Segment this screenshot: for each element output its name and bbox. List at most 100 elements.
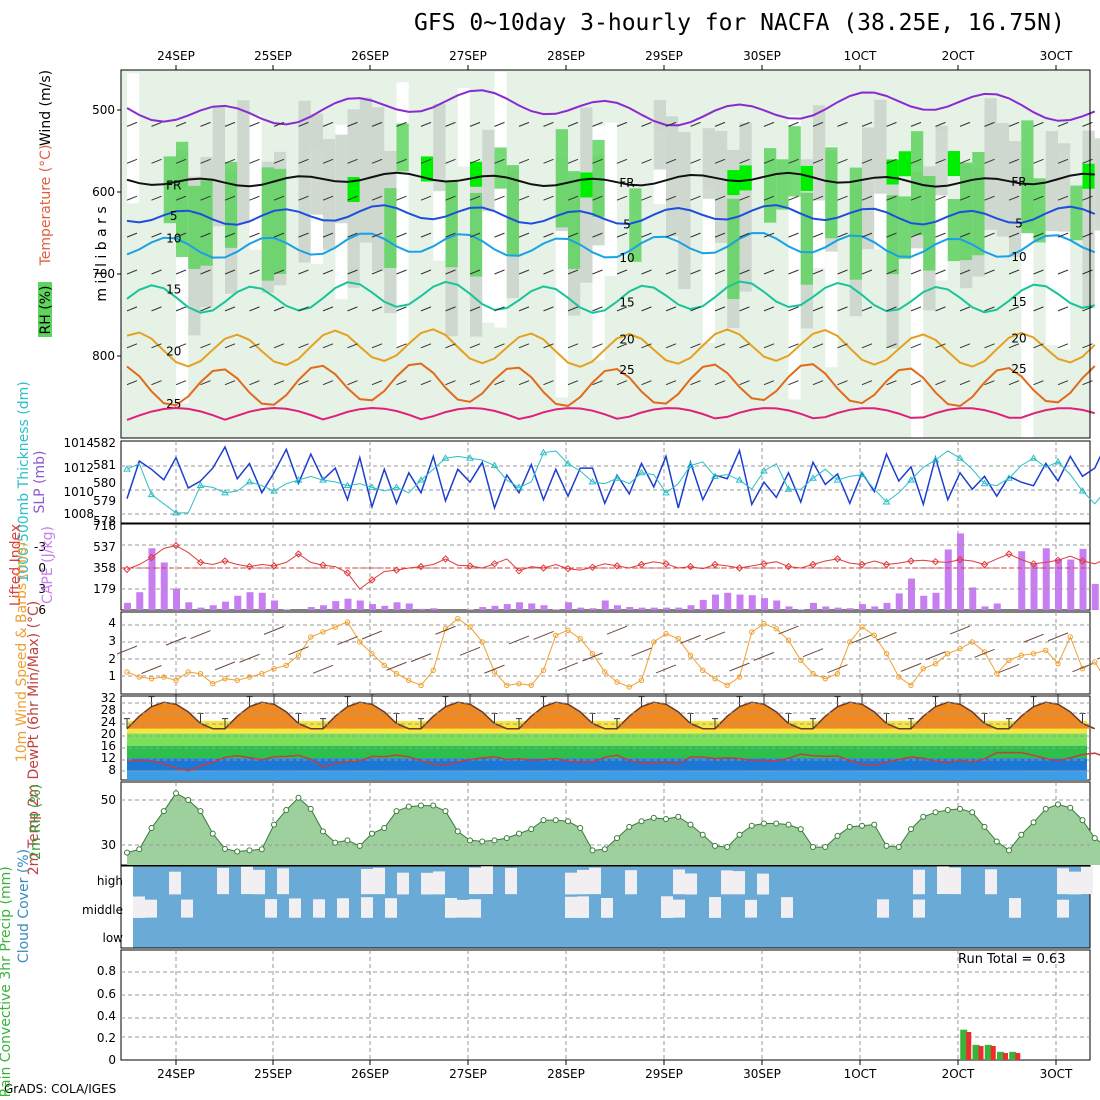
cape-bar (993, 603, 1001, 610)
rh-marker (797, 826, 804, 833)
wind-marker (663, 630, 669, 637)
rh-dry-area (457, 87, 470, 167)
wind-barb (175, 306, 187, 312)
cloud-gap-middle (913, 899, 925, 918)
wind-barb (665, 121, 677, 127)
wind-marker (651, 639, 657, 645)
wind-marker (749, 629, 755, 635)
wind-marker (810, 670, 816, 677)
cloud-gap-high (433, 871, 445, 895)
temp-minmax-bar (1006, 718, 1012, 729)
lifted-marker (490, 560, 499, 568)
wind-barb (347, 380, 358, 386)
wind-barb (763, 121, 775, 127)
wind-barb (616, 343, 628, 349)
rh-bright-area (886, 159, 899, 185)
rh-marker (344, 837, 351, 844)
rh-green-area (274, 168, 287, 274)
date-tick-label-top: 1OCT (844, 49, 877, 63)
cloud-gap-middle (1057, 899, 1069, 918)
cape-bar (124, 602, 131, 610)
wind-barb (420, 121, 432, 127)
rh-marker (528, 826, 535, 833)
temp-minmax-bar (565, 693, 571, 705)
temp-minmax-bar (638, 696, 645, 707)
wind-barb (396, 306, 407, 312)
cape-bar (479, 607, 487, 610)
rh-gray-area (335, 134, 348, 224)
wind-barb (910, 232, 922, 238)
wind-barb (543, 306, 554, 312)
thickness-marker (637, 468, 646, 476)
wind-barb (592, 121, 603, 127)
rh-green-area (776, 159, 789, 210)
wind-marker (675, 635, 681, 642)
wind-barb (763, 306, 775, 312)
wind-barb (518, 269, 530, 275)
cloud-gap-high (913, 869, 925, 895)
wind-barb (273, 380, 285, 386)
slp-frame (120, 440, 1091, 524)
wind-barb (665, 158, 677, 164)
cape-bar (344, 598, 352, 610)
lifted-marker (1078, 557, 1087, 565)
temp-band (127, 758, 1087, 771)
thickness-marker (858, 470, 866, 478)
wind-barb (1008, 343, 1020, 349)
wind-barb (151, 195, 162, 201)
cape-bar (1042, 548, 1050, 610)
isotherm-label: 10 (619, 251, 634, 265)
rh-gray-area (298, 100, 311, 263)
wind-marker (173, 677, 179, 684)
thickness-marker (931, 456, 940, 463)
temp-minmax-bar (589, 713, 596, 724)
rh-green-area (764, 148, 777, 223)
lifted-marker (294, 550, 303, 558)
wind-barb (1047, 632, 1069, 642)
wind-barb (1057, 121, 1069, 127)
temp-minmax-bar (981, 713, 988, 724)
rh-marker (430, 802, 437, 809)
wind-barb (298, 195, 309, 201)
rh-marker (626, 823, 633, 830)
thickness-marker (1078, 487, 1087, 494)
wind-barb (812, 306, 824, 312)
wind-barb (494, 232, 505, 238)
wind-barb (1008, 195, 1020, 201)
rh-green-area (396, 123, 409, 172)
rh-marker (1055, 801, 1061, 808)
wind-barb (494, 380, 505, 386)
lifted-marker (123, 565, 131, 574)
thickness-marker (1054, 457, 1062, 465)
rh-marker (577, 824, 584, 831)
wind-marker (161, 674, 167, 680)
wind-marker (332, 624, 338, 630)
cape-bar (908, 578, 915, 610)
isotherm-label: 15 (166, 282, 181, 296)
wind-barb (420, 158, 432, 164)
wind-marker (136, 674, 142, 680)
slp-axis-label: SLP (mb) (32, 450, 48, 513)
wind-barb (1057, 380, 1069, 386)
thickness-marker (417, 476, 425, 483)
thickness-line (126, 450, 1100, 514)
wind-barb (763, 232, 775, 238)
precip-tick-label: 0 (108, 1053, 116, 1067)
cape-bar (846, 608, 854, 610)
cape-bar (565, 602, 572, 610)
wind-marker (822, 675, 828, 682)
temp-tick-label: 12 (101, 751, 116, 765)
rh-marker (356, 842, 363, 849)
cape-bar (136, 592, 144, 610)
precip-tick-label: 0.2 (97, 1031, 116, 1045)
cloud-gap-high (253, 869, 265, 895)
wind-barb (788, 380, 799, 386)
wind-barb (543, 343, 554, 349)
wind-marker (589, 650, 596, 657)
thickness-marker (1029, 454, 1038, 461)
cape-bar (1067, 559, 1075, 610)
precip-conv-bar (966, 1032, 972, 1060)
cape-bar (932, 592, 940, 610)
temp-minmax-bar (761, 693, 767, 705)
cape-bar (944, 549, 952, 610)
